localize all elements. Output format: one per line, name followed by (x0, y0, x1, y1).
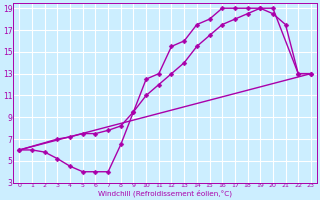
X-axis label: Windchill (Refroidissement éolien,°C): Windchill (Refroidissement éolien,°C) (98, 190, 232, 197)
